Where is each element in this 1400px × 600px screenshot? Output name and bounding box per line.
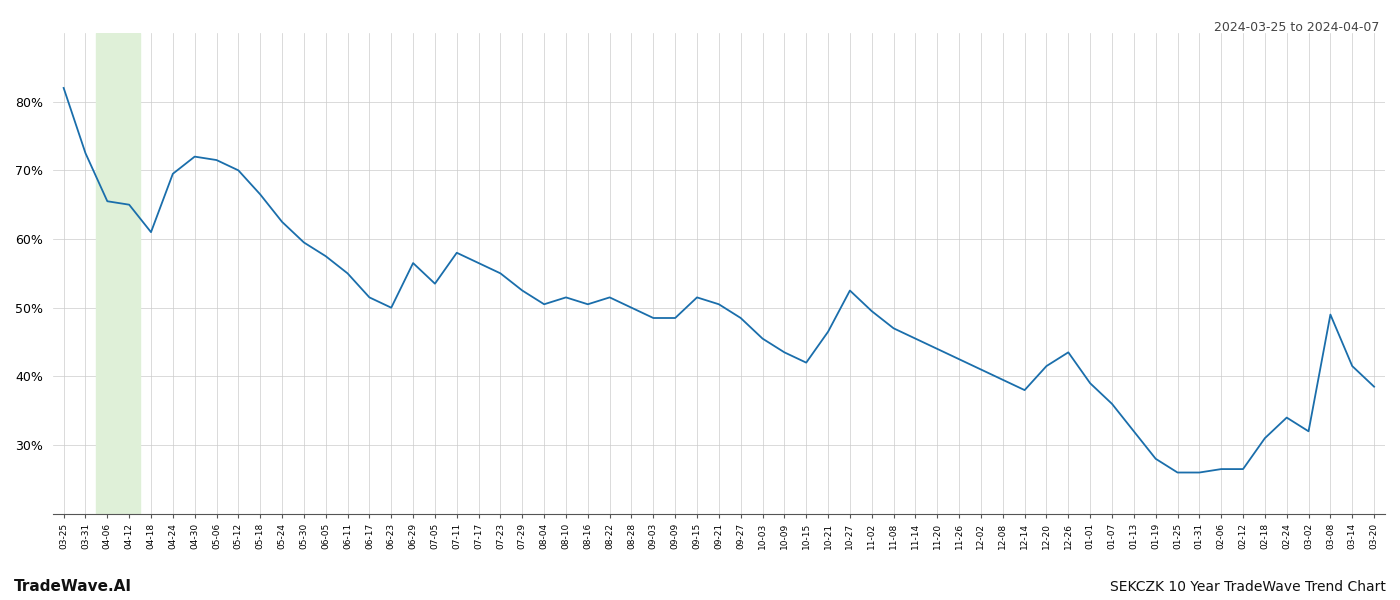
Text: SEKCZK 10 Year TradeWave Trend Chart: SEKCZK 10 Year TradeWave Trend Chart: [1110, 580, 1386, 594]
Bar: [97, 33, 140, 514]
Text: TradeWave.AI: TradeWave.AI: [14, 579, 132, 594]
Text: 2024-03-25 to 2024-04-07: 2024-03-25 to 2024-04-07: [1214, 21, 1379, 34]
